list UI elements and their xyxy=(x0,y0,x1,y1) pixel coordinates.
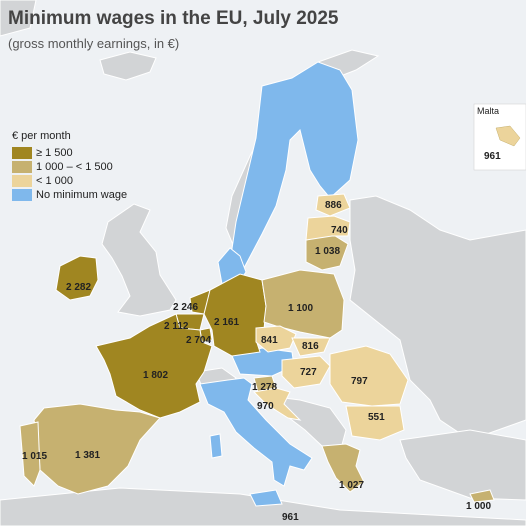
label-belgium: 2 112 xyxy=(164,321,189,332)
label-slovakia: 816 xyxy=(302,341,319,352)
region-portugal xyxy=(19,421,41,487)
legend-item: 1 000 – < 1 500 xyxy=(12,160,127,173)
malta-inset-label: Malta xyxy=(477,106,499,116)
label-hungary: 727 xyxy=(300,367,317,378)
label-ireland: 2 282 xyxy=(66,282,91,293)
label-czechia: 841 xyxy=(261,335,278,346)
legend-item: No minimum wage xyxy=(12,188,127,201)
region-hungary xyxy=(281,355,331,389)
land-greenland-edge xyxy=(0,0,37,37)
label-romania: 797 xyxy=(351,376,368,387)
label-lithuania: 1 038 xyxy=(315,246,340,257)
label-poland: 1 100 xyxy=(288,303,313,314)
region-italy xyxy=(199,377,313,487)
label-luxembourg: 2 704 xyxy=(186,335,211,346)
legend-swatch xyxy=(12,146,32,159)
value-labels: 2 282 2 246 2 112 2 704 2 161 1 802 1 38… xyxy=(22,200,491,523)
legend-label: No minimum wage xyxy=(36,188,128,201)
legend-item: ≥ 1 500 xyxy=(12,146,127,159)
legend-swatch xyxy=(12,160,32,173)
land-east xyxy=(349,195,526,441)
label-netherlands: 2 246 xyxy=(173,302,198,313)
legend-label: < 1 000 xyxy=(36,174,74,187)
label-bulgaria: 551 xyxy=(368,412,385,423)
region-croatia xyxy=(252,387,302,421)
malta-inset-value: 961 xyxy=(484,151,501,162)
label-estonia: 886 xyxy=(325,200,342,211)
legend: € per month ≥ 1 500 1 000 – < 1 500 < 1 … xyxy=(12,130,127,202)
legend-label: 1 000 – < 1 500 xyxy=(36,160,113,173)
label-france: 1 802 xyxy=(143,370,168,381)
label-slovenia: 1 278 xyxy=(252,382,277,393)
region-czechia xyxy=(255,325,297,353)
map-title: Minimum wages in the EU, July 2025 xyxy=(8,8,339,29)
legend-label: ≥ 1 500 xyxy=(36,146,73,159)
eu-countries xyxy=(19,61,495,507)
region-cyprus xyxy=(469,489,495,503)
region-sardinia xyxy=(209,433,223,459)
malta-inset: Malta 961 xyxy=(473,103,526,171)
region-slovakia xyxy=(291,337,331,357)
region-bulgaria xyxy=(345,405,405,441)
label-malta: 961 xyxy=(282,512,299,523)
label-portugal: 1 015 xyxy=(22,451,47,462)
region-spain xyxy=(33,403,161,495)
land-iceland xyxy=(99,51,157,81)
malta-shape xyxy=(495,125,521,147)
legend-swatch xyxy=(12,188,32,201)
region-germany xyxy=(203,273,267,357)
land-uk xyxy=(101,203,177,317)
land-turkey xyxy=(399,429,526,501)
label-cyprus: 1 000 xyxy=(466,501,491,512)
region-ireland xyxy=(55,255,99,301)
label-germany: 2 161 xyxy=(214,317,239,328)
label-croatia: 970 xyxy=(257,401,274,412)
region-greece xyxy=(321,443,365,493)
map-subtitle: (gross monthly earnings, in €) xyxy=(8,36,180,51)
region-romania xyxy=(329,345,409,407)
legend-swatch xyxy=(12,174,32,187)
region-sicily xyxy=(249,489,283,507)
region-latvia xyxy=(305,215,351,241)
legend-item: < 1 000 xyxy=(12,174,127,187)
label-latvia: 740 xyxy=(331,225,348,236)
legend-title: € per month xyxy=(12,130,71,142)
region-estonia xyxy=(315,193,351,217)
label-greece: 1 027 xyxy=(339,480,364,491)
region-france xyxy=(95,313,213,419)
label-spain: 1 381 xyxy=(75,450,100,461)
land-north-africa xyxy=(0,487,526,526)
region-norway-sweden-finland xyxy=(229,61,359,269)
